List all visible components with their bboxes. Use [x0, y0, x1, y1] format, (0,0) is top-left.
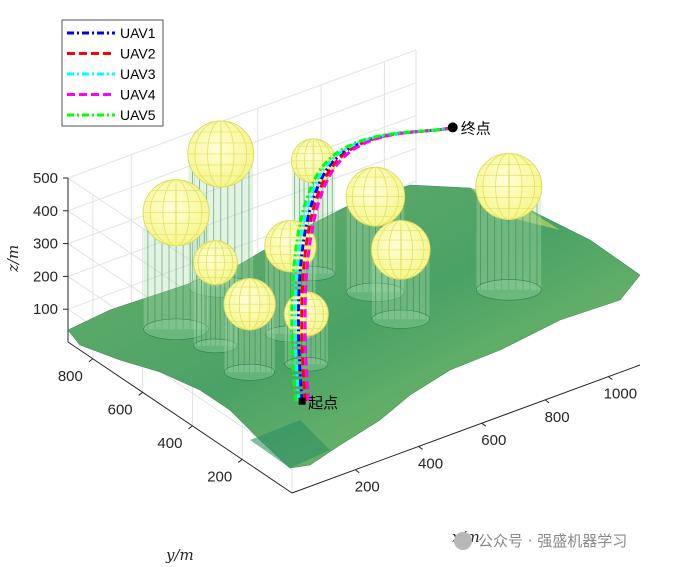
- x-tick-label: 1000: [604, 386, 637, 403]
- z-tick-label: 200: [33, 268, 58, 285]
- legend-label: UAV1: [120, 25, 156, 41]
- end-label: 终点: [461, 119, 491, 137]
- z-axis-label: z/m: [4, 245, 22, 273]
- uav-path: [290, 125, 454, 402]
- legend-label: UAV3: [120, 66, 156, 82]
- watermark-text: 公众号 · 强盛机器学习: [478, 532, 627, 550]
- watermark: 公众号 · 强盛机器学习: [454, 532, 627, 550]
- obstacles: [142, 120, 543, 381]
- y-tick-label: 800: [58, 368, 83, 385]
- obstacle: [475, 152, 543, 301]
- y-tick-label: 200: [207, 468, 232, 485]
- y-tick-label: 400: [157, 435, 182, 452]
- z-tick-label: 500: [33, 170, 58, 187]
- x-tick-label: 800: [545, 409, 570, 426]
- uav-path: [303, 125, 454, 402]
- wechat-icon: [454, 532, 472, 550]
- end-marker: [447, 122, 458, 133]
- start-label: 起点: [308, 394, 338, 412]
- y-axis-label: y/m: [165, 546, 194, 564]
- y-tick-label: 600: [108, 401, 133, 418]
- endpoints: 起点 终点: [298, 119, 491, 412]
- obstacle: [223, 278, 276, 381]
- obstacle: [371, 220, 431, 329]
- legend-label: UAV4: [120, 87, 156, 103]
- x-tick-label: 400: [418, 455, 443, 472]
- obstacle: [142, 179, 210, 340]
- x-tick-label: 600: [481, 432, 506, 449]
- legend-label: UAV5: [120, 107, 156, 123]
- z-tick-label: 300: [33, 236, 58, 253]
- uav-paths: [290, 125, 454, 402]
- legend: UAV1 UAV2 UAV3 UAV4 UAV5: [61, 19, 164, 127]
- legend-label: UAV2: [120, 46, 156, 62]
- start-marker: [298, 397, 306, 405]
- x-tick-label: 200: [355, 479, 380, 496]
- z-tick-label: 100: [33, 301, 58, 318]
- z-tick-label: 400: [33, 203, 58, 220]
- axis-ticks: 100 200 300 400 500 200 400 600 800 1000 200 400 600…: [33, 170, 637, 496]
